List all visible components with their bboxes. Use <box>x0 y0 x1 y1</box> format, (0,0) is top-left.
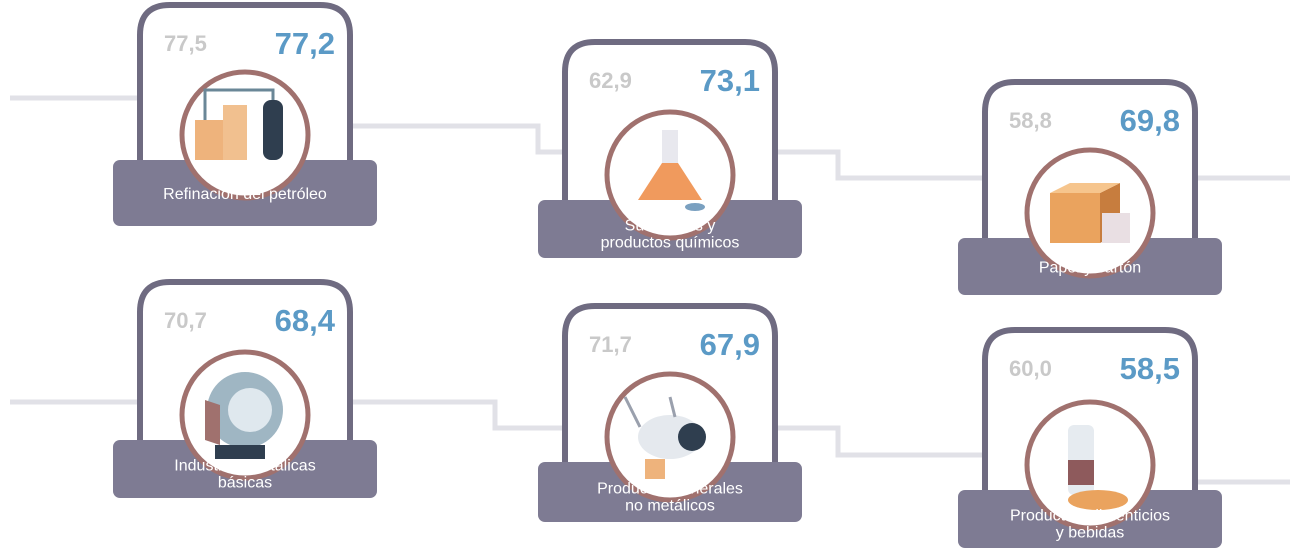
previous-value: 62,9 <box>589 68 632 93</box>
icon-shape <box>228 388 272 432</box>
connectors <box>10 95 1290 485</box>
icon <box>1068 425 1128 510</box>
current-value: 77,2 <box>275 26 335 61</box>
icon-shape <box>1050 193 1100 243</box>
previous-value: 71,7 <box>589 332 632 357</box>
card-label: Refinación del petróleo <box>163 186 327 203</box>
icon-shape <box>203 88 275 120</box>
card-frame <box>137 2 353 160</box>
icon-shape <box>623 396 677 428</box>
connector <box>350 123 565 155</box>
card-frame <box>137 279 353 440</box>
cards: 77,5 77,2 Refinación del petróleo 62,9 73,1 S… <box>113 2 1222 548</box>
icon-shape <box>195 120 225 160</box>
card-frame <box>562 303 778 462</box>
previous-value: 77,5 <box>164 31 207 56</box>
card-label: Sustancias y <box>625 218 716 235</box>
previous-value: 58,8 <box>1009 108 1052 133</box>
card: 58,8 69,8 Papel y cartón <box>958 79 1222 295</box>
icon <box>623 396 706 479</box>
current-value: 69,8 <box>1120 103 1180 138</box>
icon <box>205 372 283 459</box>
card-label: no metálicos <box>625 498 715 515</box>
icon <box>638 130 705 211</box>
current-value: 68,4 <box>275 303 336 338</box>
card-label: Productos alimenticios <box>1010 508 1170 525</box>
card-frame <box>562 39 778 200</box>
previous-value: 60,0 <box>1009 356 1052 381</box>
current-value: 67,9 <box>700 327 760 362</box>
connector <box>350 399 565 431</box>
icon-shape <box>1068 490 1128 510</box>
card-label: Productos minerales <box>597 481 743 498</box>
card-label: productos químicos <box>601 235 740 252</box>
icon-shape <box>1102 213 1130 243</box>
card-label: y bebidas <box>1056 525 1125 542</box>
icon-shape <box>223 105 247 160</box>
current-value: 73,1 <box>700 63 760 98</box>
icon-shape <box>1050 183 1120 193</box>
card: 77,5 77,2 Refinación del petróleo <box>113 2 377 226</box>
card-frame <box>982 79 1198 238</box>
connector <box>775 425 985 458</box>
icon-shape <box>215 445 265 459</box>
card-label: Industrias metálicas <box>174 458 315 475</box>
icon <box>1050 183 1130 243</box>
icon-shape <box>1068 460 1094 485</box>
icon-shape <box>645 459 665 479</box>
current-value: 58,5 <box>1120 351 1180 386</box>
card-label: Papel y cartón <box>1039 260 1141 277</box>
icon-shape <box>205 400 220 445</box>
previous-value: 70,7 <box>164 308 207 333</box>
icon-shape <box>685 203 705 211</box>
icon-shape <box>678 423 706 451</box>
card-label: básicas <box>218 475 272 492</box>
card-frame <box>982 327 1198 490</box>
icon-shape <box>638 163 702 200</box>
connector <box>775 149 985 181</box>
icon <box>195 88 283 160</box>
icon-shape <box>662 130 678 165</box>
icon-shape <box>263 100 283 160</box>
